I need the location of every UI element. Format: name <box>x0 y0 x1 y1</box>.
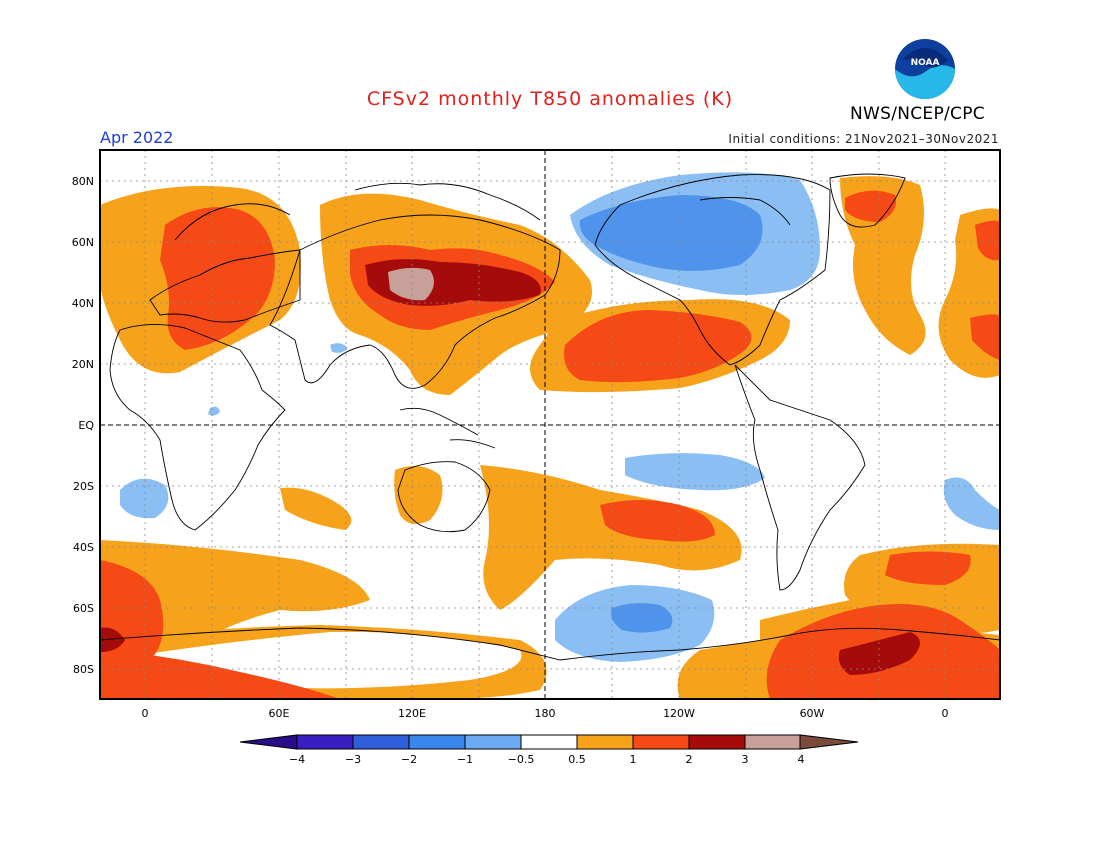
lat-label: 60S <box>73 602 94 615</box>
lat-label: 40N <box>72 297 94 310</box>
colorbar-swatch <box>632 734 690 750</box>
lat-label: EQ <box>78 419 94 432</box>
lat-label: 20S <box>73 480 94 493</box>
colorbar-tick-label: −2 <box>401 753 417 766</box>
colorbar: −4 −3 −2 −1 −0.5 0.5 1 2 3 4 <box>239 734 859 766</box>
lon-label: 180 <box>535 707 556 720</box>
colorbar-swatch <box>744 734 802 750</box>
lat-label: 60N <box>72 236 94 249</box>
coastlines <box>100 173 1000 699</box>
noaa-logo-text: NOAA <box>911 58 940 68</box>
anomaly-cold-moderate <box>579 195 763 633</box>
lon-label: 0 <box>942 707 949 720</box>
forecast-month: Apr 2022 <box>100 128 174 147</box>
lat-label: 20N <box>72 358 94 371</box>
colorbar-tick-label: −0.5 <box>508 753 535 766</box>
colorbar-tick-label: 0.5 <box>568 753 586 766</box>
colorbar-tick-label: −4 <box>289 753 305 766</box>
lon-label: 120E <box>398 707 426 720</box>
lat-label: 40S <box>73 541 94 554</box>
colorbar-swatch <box>576 734 634 750</box>
latitude-axis: 80N 60N 40N 20N EQ 20S 40S 60S 80S <box>72 175 95 676</box>
colorbar-tick-label: 2 <box>686 753 693 766</box>
lon-label: 120W <box>663 707 695 720</box>
colorbar-swatch <box>464 734 522 750</box>
chart-title: CFSv2 monthly T850 anomalies (K) <box>366 88 734 110</box>
lat-label: 80N <box>72 175 94 188</box>
colorbar-swatch <box>296 734 354 750</box>
lon-label: 60W <box>800 707 825 720</box>
agency-label: NWS/NCEP/CPC <box>850 104 985 124</box>
colorbar-swatch <box>408 734 466 750</box>
colorbar-min-arrow <box>239 734 298 750</box>
colorbar-swatch <box>520 734 578 750</box>
colorbar-tick-label: 3 <box>742 753 749 766</box>
graticule <box>100 150 1000 699</box>
colorbar-tick-label: 4 <box>798 753 805 766</box>
lon-label: 0 <box>142 707 149 720</box>
noaa-logo-icon: NOAA <box>895 39 955 99</box>
colorbar-tick-label: −1 <box>457 753 473 766</box>
colorbar-swatch <box>688 734 746 750</box>
map-frame <box>99 149 1001 700</box>
colorbar-tick-label: −3 <box>345 753 361 766</box>
map-plot-area <box>100 150 1000 699</box>
colorbar-tick-label: 1 <box>630 753 637 766</box>
anomaly-warm-extreme <box>388 267 434 301</box>
lon-label: 60E <box>269 707 290 720</box>
initial-conditions: Initial conditions: 21Nov2021–30Nov2021 <box>728 132 999 146</box>
colorbar-swatch <box>352 734 410 750</box>
lat-label: 80S <box>73 663 94 676</box>
longitude-axis: 0 60E 120E 180 120W 60W 0 <box>142 707 949 720</box>
colorbar-max-arrow <box>799 734 859 750</box>
